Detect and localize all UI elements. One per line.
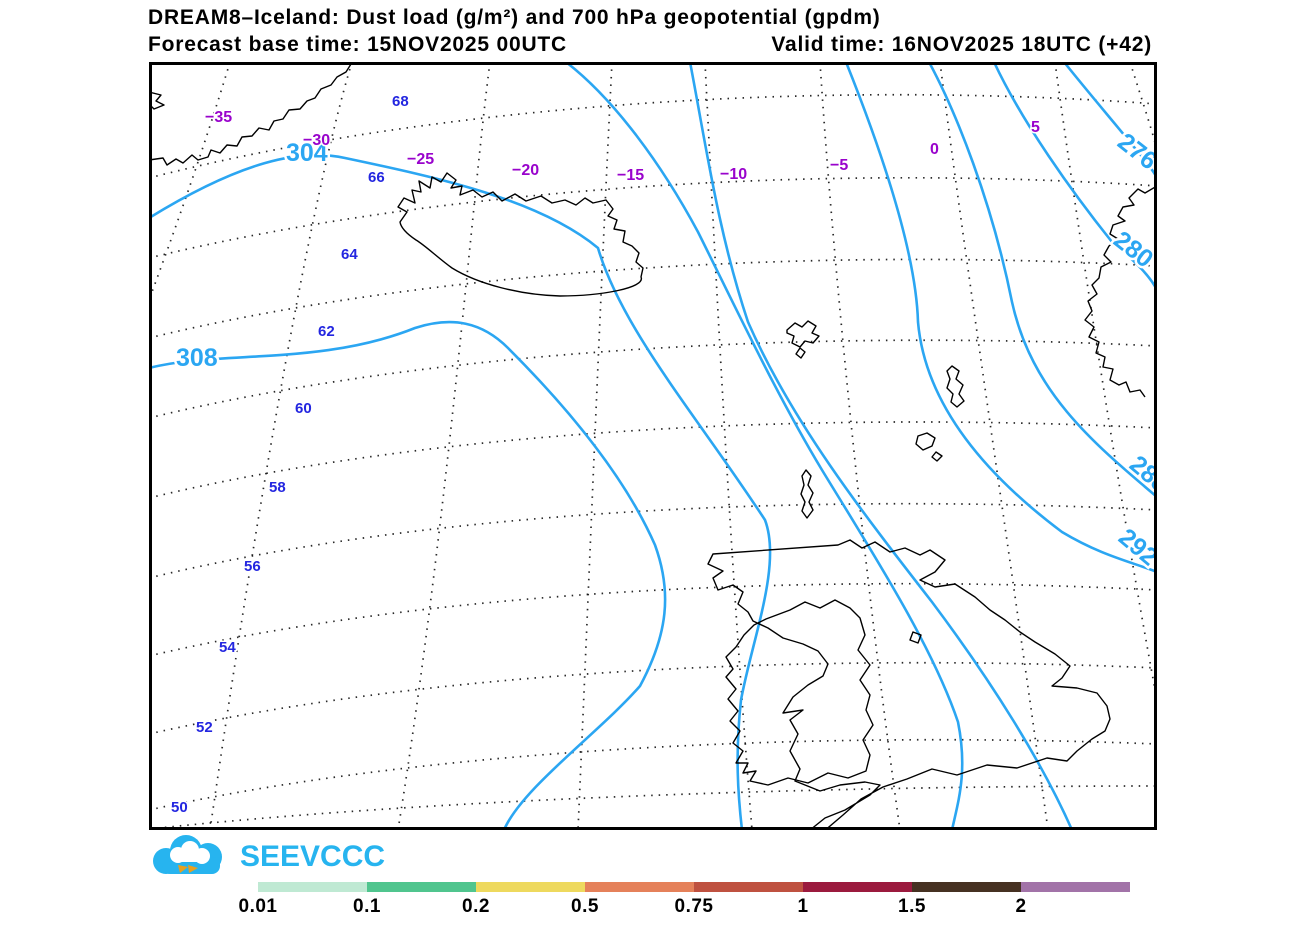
svg-text:54: 54 [219, 639, 236, 656]
faroe-islands [786, 320, 820, 359]
svg-text:−10: −10 [720, 166, 747, 183]
orkney-islands [915, 432, 943, 462]
svg-text:5: 5 [1031, 119, 1040, 136]
colorbar-segment [694, 882, 803, 892]
contour-300 [564, 62, 964, 830]
temperature-labels: −35 −30 −25 −20 −15 −10 −5 0 5 [204, 108, 1042, 186]
colorbar-label: 1.5 [898, 896, 926, 917]
contour-276 [1062, 62, 1157, 180]
graticule-latitude-lines [149, 93, 1157, 830]
map-svg: 304 308 276 280 288 292 −35 −30 −25 −20 … [149, 62, 1157, 830]
colorbar-labels: 0.01 0.1 0.2 0.5 0.75 1 1.5 2 [239, 896, 1138, 920]
svg-text:68: 68 [392, 93, 409, 110]
colorbar-label: 0.5 [571, 896, 599, 917]
colorbar-label: 1 [797, 896, 809, 917]
contour-292 [844, 62, 1157, 574]
colorbar-label: 2 [1015, 896, 1027, 917]
colorbar-segment [476, 882, 585, 892]
hebrides-islands [800, 469, 814, 519]
svg-text:−15: −15 [617, 167, 644, 184]
contour-label-276: 276 [1112, 128, 1157, 176]
contour-304 [149, 153, 772, 830]
map-subtitle: Forecast base time: 15NOV2025 00UTC Vali… [148, 33, 1152, 57]
dust-colorbar [258, 882, 1130, 892]
colorbar-label: 0.75 [674, 896, 714, 917]
colorbar-segment [912, 882, 1021, 892]
svg-text:−25: −25 [407, 151, 434, 168]
svg-text:66: 66 [368, 169, 385, 186]
greenland-coast [149, 62, 357, 166]
great-britain-coast [707, 539, 1111, 830]
colorbar-segment [803, 882, 912, 892]
norway-coast [1084, 185, 1157, 398]
svg-text:−20: −20 [512, 162, 539, 179]
graticule-meridian-lines [149, 62, 1157, 830]
svg-text:60: 60 [295, 400, 312, 417]
ireland-coast [725, 599, 874, 786]
contour-280 [992, 62, 1157, 292]
isle-of-man [909, 631, 922, 644]
seevccc-cloud-icon [153, 835, 222, 874]
svg-text:52: 52 [196, 719, 213, 736]
map-border [149, 62, 1157, 830]
svg-text:−35: −35 [205, 109, 232, 126]
map-canvas: 304 308 276 280 288 292 −35 −30 −25 −20 … [149, 62, 1157, 830]
svg-text:58: 58 [269, 479, 286, 496]
contour-label-308: 308 [176, 344, 218, 372]
svg-text:−5: −5 [830, 157, 848, 174]
title-block: DREAM8–Iceland: Dust load (g/m²) and 700… [148, 6, 1152, 57]
contour-label-288: 288 [1124, 450, 1157, 498]
colorbar-label: 0.2 [462, 896, 490, 917]
coastlines [149, 62, 1157, 830]
contour-label-304: 304 [286, 139, 328, 167]
colorbar-segment [258, 882, 367, 892]
svg-text:56: 56 [244, 558, 261, 575]
svg-text:0: 0 [930, 141, 939, 158]
colorbar-segment [1021, 882, 1130, 892]
svg-text:62: 62 [318, 323, 335, 340]
svg-text:50: 50 [171, 799, 188, 816]
svg-text:64: 64 [341, 246, 358, 263]
svg-text:−30: −30 [303, 132, 330, 149]
latitude-labels: 68 66 64 62 60 58 56 54 52 50 [170, 92, 411, 818]
valid-time: Valid time: 16NOV2025 18UTC (+42) [771, 33, 1152, 56]
colorbar-segment [367, 882, 476, 892]
greenland-islet [149, 91, 165, 110]
geopotential-contours [149, 62, 1157, 830]
contour-288 [927, 62, 1157, 499]
seevccc-logo-text: SEEVCCC [240, 840, 386, 873]
colorbar-segment [585, 882, 694, 892]
iceland-coast [397, 172, 644, 297]
contour-308 [149, 320, 667, 830]
shetland-islands [946, 365, 965, 408]
forecast-base-time: Forecast base time: 15NOV2025 00UTC [148, 33, 568, 56]
colorbar-label: 0.1 [353, 896, 381, 917]
colorbar-label: 0.01 [238, 896, 278, 917]
map-title: DREAM8–Iceland: Dust load (g/m²) and 700… [148, 6, 881, 29]
contour-296 [688, 62, 1074, 830]
seevccc-logo: SEEVCCC [148, 831, 385, 883]
